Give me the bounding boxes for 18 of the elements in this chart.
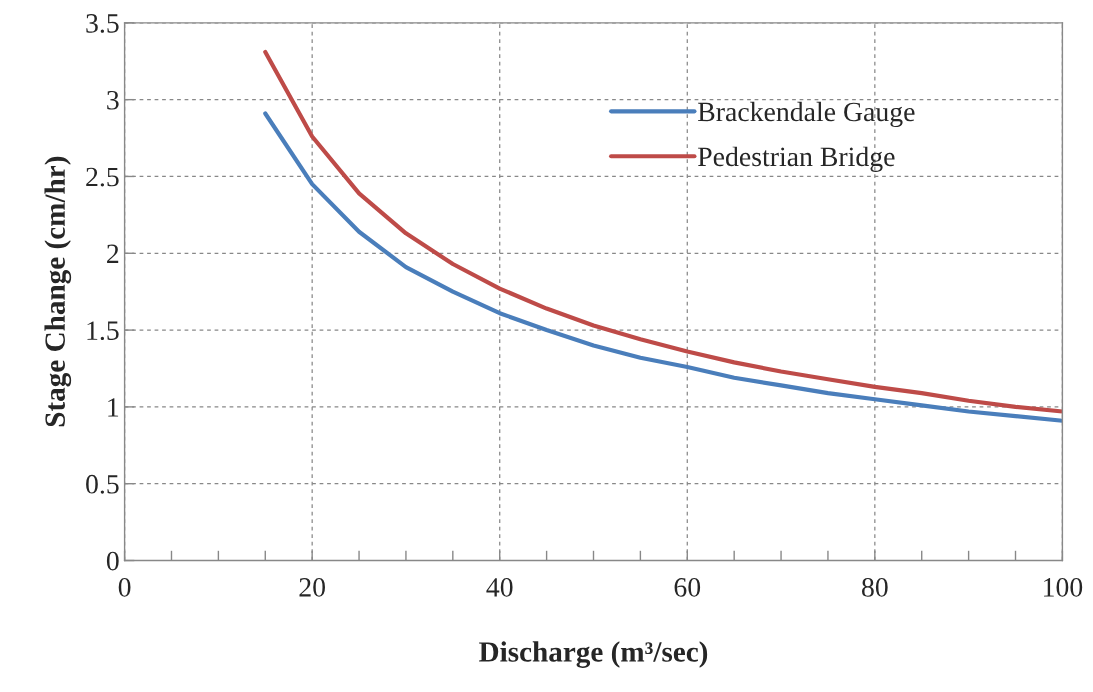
y-tick-label: 3.5: [86, 14, 119, 33]
x-tick-label: 60: [674, 577, 701, 597]
y-tick-label: 1: [108, 398, 119, 417]
x-tick-label: 20: [299, 577, 325, 597]
y-tick-label: 0.5: [86, 474, 119, 494]
line-series: [263, 49, 1063, 414]
legend-label: Brackendale Gauge: [698, 101, 915, 128]
y-tick-label: 1.5: [87, 321, 119, 341]
y-tick-label: 2: [107, 244, 119, 263]
legend-label: Pedestrian Bridge: [698, 146, 895, 172]
x-axis-title: Discharge (m³/sec): [479, 641, 708, 668]
x-tick-label: 80: [862, 577, 888, 597]
y-tick-label: 0: [106, 551, 119, 571]
x-tick-label: 40: [486, 577, 513, 597]
y-tick-label: 2.5: [86, 167, 119, 187]
y-axis-title: Stage Change (cm/hr): [44, 156, 72, 427]
y-tick-label: 3: [107, 90, 119, 110]
x-tick-label: 100: [1044, 577, 1083, 597]
